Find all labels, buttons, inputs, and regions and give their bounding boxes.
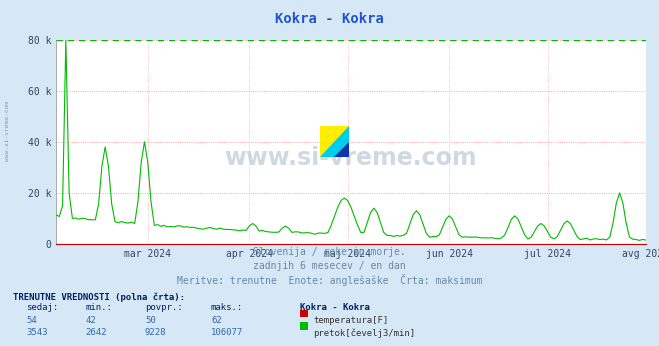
Text: 2642: 2642 — [86, 328, 107, 337]
Text: 54: 54 — [26, 316, 37, 325]
Text: Meritve: trenutne  Enote: anglešaške  Črta: maksimum: Meritve: trenutne Enote: anglešaške Črta… — [177, 274, 482, 286]
Text: Kokra - Kokra: Kokra - Kokra — [300, 303, 370, 312]
Text: www.si-vreme.com: www.si-vreme.com — [225, 146, 477, 170]
Text: sedaj:: sedaj: — [26, 303, 59, 312]
Polygon shape — [320, 126, 349, 157]
Text: TRENUTNE VREDNOSTI (polna črta):: TRENUTNE VREDNOSTI (polna črta): — [13, 292, 185, 302]
Text: 3543: 3543 — [26, 328, 48, 337]
Text: 9228: 9228 — [145, 328, 167, 337]
Text: 106077: 106077 — [211, 328, 243, 337]
Text: 42: 42 — [86, 316, 96, 325]
Polygon shape — [335, 142, 349, 157]
Text: 50: 50 — [145, 316, 156, 325]
Text: min.:: min.: — [86, 303, 113, 312]
Text: pretok[čevelj3/min]: pretok[čevelj3/min] — [313, 328, 415, 338]
Polygon shape — [320, 126, 349, 157]
Text: povpr.:: povpr.: — [145, 303, 183, 312]
Text: zadnjih 6 mesecev / en dan: zadnjih 6 mesecev / en dan — [253, 261, 406, 271]
Text: Kokra - Kokra: Kokra - Kokra — [275, 12, 384, 26]
Text: www.si-vreme.com: www.si-vreme.com — [5, 101, 11, 162]
Text: 62: 62 — [211, 316, 221, 325]
Text: maks.:: maks.: — [211, 303, 243, 312]
Text: Slovenija / reke in morje.: Slovenija / reke in morje. — [253, 247, 406, 257]
Text: temperatura[F]: temperatura[F] — [313, 316, 388, 325]
